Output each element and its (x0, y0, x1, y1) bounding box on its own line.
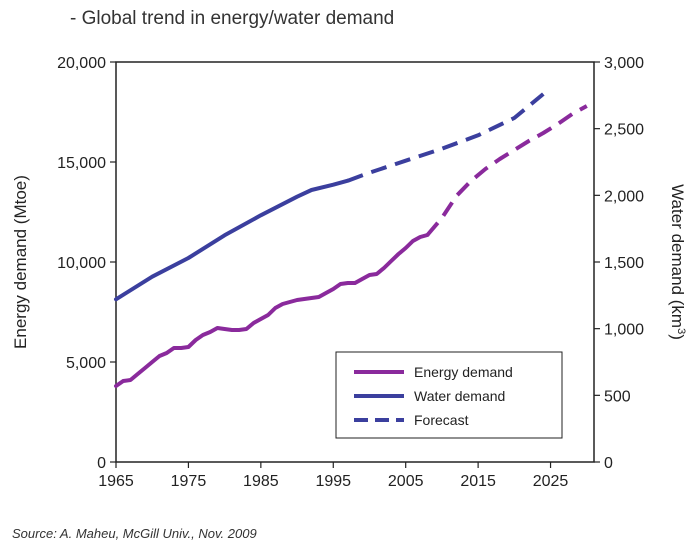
right-axis-ticks: 0 500 1,000 1,500 2,000 2,500 3,000 (594, 55, 644, 472)
x-tick-label: 2015 (460, 473, 496, 490)
legend-label: Forecast (414, 412, 469, 428)
right-tick-label: 0 (604, 455, 613, 472)
x-axis-ticks: 1965 1975 1985 1995 2005 2015 2025 (98, 462, 568, 490)
chart-title: - Global trend in energy/water demand (70, 8, 395, 29)
right-axis-title-sup: 3 (675, 328, 687, 334)
source-note: Source: A. Maheu, McGill Univ., Nov. 200… (12, 526, 257, 541)
right-axis-title: Water demand (km3) (668, 184, 687, 340)
right-tick-label: 1,000 (604, 322, 644, 339)
left-tick-label: 5,000 (66, 355, 106, 372)
x-tick-label: 1995 (315, 473, 351, 490)
legend-label: Water demand (414, 388, 505, 404)
left-tick-label: 0 (97, 455, 106, 472)
legend-label: Energy demand (414, 364, 513, 380)
energy-demand-line (114, 233, 430, 388)
left-tick-label: 10,000 (57, 255, 106, 272)
x-tick-label: 2005 (388, 473, 424, 490)
right-tick-label: 2,500 (604, 122, 644, 139)
right-axis-title-close: ) (668, 334, 687, 340)
x-tick-label: 1975 (171, 473, 207, 490)
right-tick-label: 3,000 (604, 55, 644, 72)
left-axis-title: Energy demand (Mtoe) (11, 175, 30, 349)
water-demand-forecast-line (347, 92, 545, 183)
series-layer (114, 92, 588, 388)
left-tick-label: 15,000 (57, 155, 106, 172)
x-tick-label: 1965 (98, 473, 134, 490)
right-tick-label: 2,000 (604, 188, 644, 205)
x-tick-label: 2025 (533, 473, 569, 490)
legend: Energy demand Water demand Forecast (335, 351, 563, 439)
right-tick-label: 1,500 (604, 255, 644, 272)
energy-demand-forecast-line (425, 104, 588, 237)
left-tick-label: 20,000 (57, 55, 106, 72)
x-tick-label: 1985 (243, 473, 279, 490)
right-axis-title-main: Water demand (km (668, 184, 687, 328)
water-demand-line (114, 178, 350, 302)
right-tick-label: 500 (604, 388, 631, 405)
left-axis-ticks: 0 5,000 10,000 15,000 20,000 (57, 55, 116, 472)
